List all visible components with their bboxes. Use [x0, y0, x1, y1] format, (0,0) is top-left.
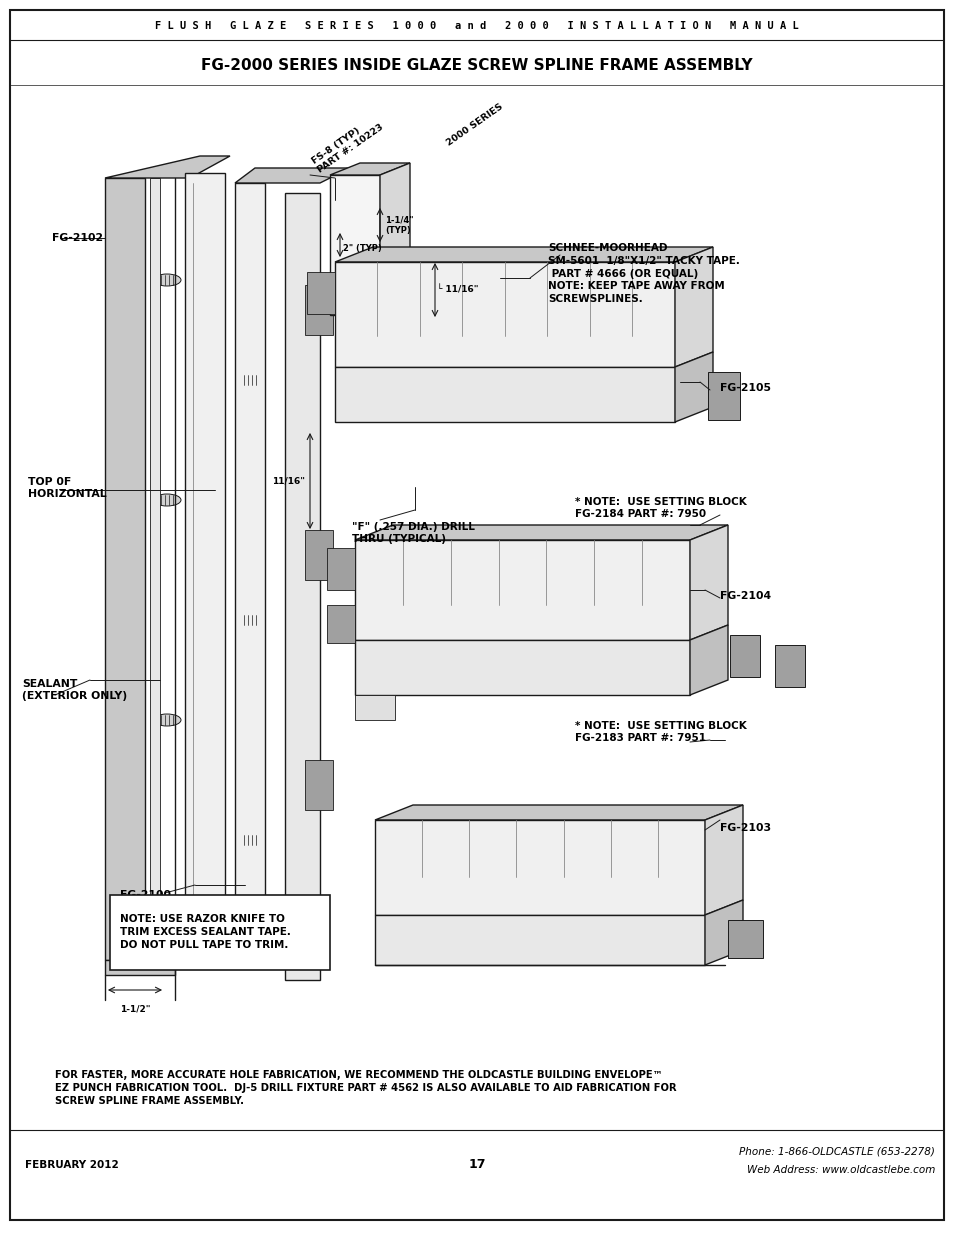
Text: SEALANT
(EXTERIOR ONLY): SEALANT (EXTERIOR ONLY)	[22, 679, 127, 701]
Polygon shape	[704, 805, 742, 915]
Polygon shape	[355, 695, 395, 720]
Text: FG-2105: FG-2105	[720, 383, 770, 393]
Polygon shape	[335, 262, 675, 367]
Text: FG-2102: FG-2102	[52, 233, 103, 243]
Ellipse shape	[235, 374, 264, 387]
Bar	[305, 285, 333, 335]
Text: * NOTE:  USE SETTING BLOCK
FG-2183 PART #: 7951: * NOTE: USE SETTING BLOCK FG-2183 PART #…	[575, 721, 746, 743]
Polygon shape	[379, 163, 410, 315]
Ellipse shape	[305, 576, 314, 584]
Polygon shape	[105, 178, 145, 960]
Ellipse shape	[305, 766, 314, 774]
Bar	[327, 605, 355, 643]
Polygon shape	[707, 372, 740, 420]
Text: 1-1/2": 1-1/2"	[120, 1005, 150, 1014]
Bar	[729, 635, 760, 677]
Polygon shape	[375, 915, 704, 965]
Ellipse shape	[152, 274, 181, 287]
Text: Phone: 1-866-OLDCASTLE (653-2278): Phone: 1-866-OLDCASTLE (653-2278)	[739, 1147, 934, 1157]
Bar	[727, 920, 762, 958]
Text: 11/16": 11/16"	[272, 477, 305, 485]
Text: "F" (.257 DIA.) DRILL
THRU (TYPICAL): "F" (.257 DIA.) DRILL THRU (TYPICAL)	[352, 522, 475, 545]
Polygon shape	[150, 178, 160, 960]
Text: Web Address: www.oldcastlebe.com: Web Address: www.oldcastlebe.com	[746, 1165, 934, 1174]
Polygon shape	[234, 168, 350, 183]
Text: 2" (TYP): 2" (TYP)	[343, 243, 381, 252]
Text: FS-8 (TYP)
PART #: 10223: FS-8 (TYP) PART #: 10223	[310, 114, 385, 175]
Text: FG-2100: FG-2100	[120, 890, 171, 900]
Text: TOP 0F
HORIZONTAL: TOP 0F HORIZONTAL	[28, 477, 107, 499]
Polygon shape	[375, 805, 742, 820]
Polygon shape	[355, 540, 689, 640]
Bar	[327, 548, 355, 590]
Polygon shape	[285, 193, 319, 981]
Polygon shape	[689, 525, 727, 640]
Polygon shape	[675, 247, 712, 367]
Bar	[307, 272, 335, 314]
Polygon shape	[675, 352, 712, 422]
Polygon shape	[234, 183, 265, 960]
Polygon shape	[330, 163, 410, 175]
Text: NOTE: USE RAZOR KNIFE TO
TRIM EXCESS SEALANT TAPE.
DO NOT PULL TAPE TO TRIM.: NOTE: USE RAZOR KNIFE TO TRIM EXCESS SEA…	[120, 914, 291, 950]
Polygon shape	[704, 900, 742, 965]
Polygon shape	[335, 367, 675, 422]
Ellipse shape	[235, 834, 264, 846]
Polygon shape	[105, 960, 174, 974]
Text: └ 11/16": └ 11/16"	[436, 285, 478, 295]
Polygon shape	[355, 525, 727, 540]
Bar	[305, 530, 333, 580]
Ellipse shape	[208, 795, 222, 805]
Ellipse shape	[235, 614, 264, 626]
Ellipse shape	[208, 485, 222, 495]
Polygon shape	[330, 175, 379, 315]
Bar	[774, 645, 804, 687]
Ellipse shape	[208, 305, 222, 315]
Polygon shape	[335, 247, 712, 262]
Bar	[305, 760, 333, 810]
Polygon shape	[375, 820, 704, 915]
Polygon shape	[185, 173, 225, 965]
Polygon shape	[689, 625, 727, 695]
Text: 17: 17	[468, 1158, 485, 1172]
Text: FG-2104: FG-2104	[720, 592, 770, 601]
Text: F L U S H   G L A Z E   S E R I E S   1 0 0 0   a n d   2 0 0 0   I N S T A L L : F L U S H G L A Z E S E R I E S 1 0 0 0 …	[155, 21, 798, 31]
Text: FEBRUARY 2012: FEBRUARY 2012	[25, 1160, 118, 1170]
Text: FOR FASTER, MORE ACCURATE HOLE FABRICATION, WE RECOMMEND THE OLDCASTLE BUILDING : FOR FASTER, MORE ACCURATE HOLE FABRICATI…	[55, 1070, 676, 1107]
Text: 2000 SERIES: 2000 SERIES	[444, 103, 504, 148]
Text: * NOTE:  USE SETTING BLOCK
FG-2184 PART #: 7950: * NOTE: USE SETTING BLOCK FG-2184 PART #…	[575, 496, 746, 519]
Text: FG-2000 SERIES INSIDE GLAZE SCREW SPLINE FRAME ASSEMBLY: FG-2000 SERIES INSIDE GLAZE SCREW SPLINE…	[201, 58, 752, 73]
Text: FG-2103: FG-2103	[720, 823, 770, 832]
Bar	[110, 895, 330, 969]
Text: SCHNEE-MOORHEAD
SM-5601  1/8"X1/2" TACKY TAPE.
 PART # 4666 (OR EQUAL)
NOTE: KEE: SCHNEE-MOORHEAD SM-5601 1/8"X1/2" TACKY …	[547, 243, 740, 304]
Ellipse shape	[152, 714, 181, 726]
Ellipse shape	[152, 494, 181, 506]
Text: 1-1/4"
(TYP): 1-1/4" (TYP)	[385, 215, 413, 235]
Ellipse shape	[208, 635, 222, 645]
Polygon shape	[105, 156, 230, 178]
Ellipse shape	[305, 375, 314, 384]
Polygon shape	[355, 640, 689, 695]
